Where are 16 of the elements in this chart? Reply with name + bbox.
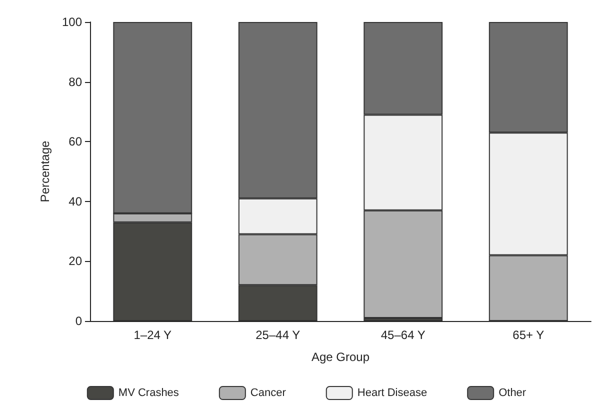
x-tick-label: 1–24 Y [134,328,172,342]
y-axis-title: Percentage [38,140,52,202]
x-tick-label: 45–64 Y [380,328,426,342]
x-tick-label: 65+ Y [512,328,544,342]
y-tick-label: 20 [68,254,82,268]
legend-label: Cancer [250,387,286,399]
y-tick-label: 80 [68,74,82,89]
x-axis-title: Age Group [311,350,370,364]
y-tick-label: 100 [62,15,82,29]
legend-label: MV Crashes [118,387,180,399]
y-tick-label: 0 [75,314,82,328]
y-tick-label: 60 [68,134,82,149]
x-tick-label: 25–44 Y [256,328,300,342]
legend-label: Other [498,387,526,399]
y-tick-label: 40 [68,194,82,208]
legend-label: Heart Disease [357,387,428,399]
